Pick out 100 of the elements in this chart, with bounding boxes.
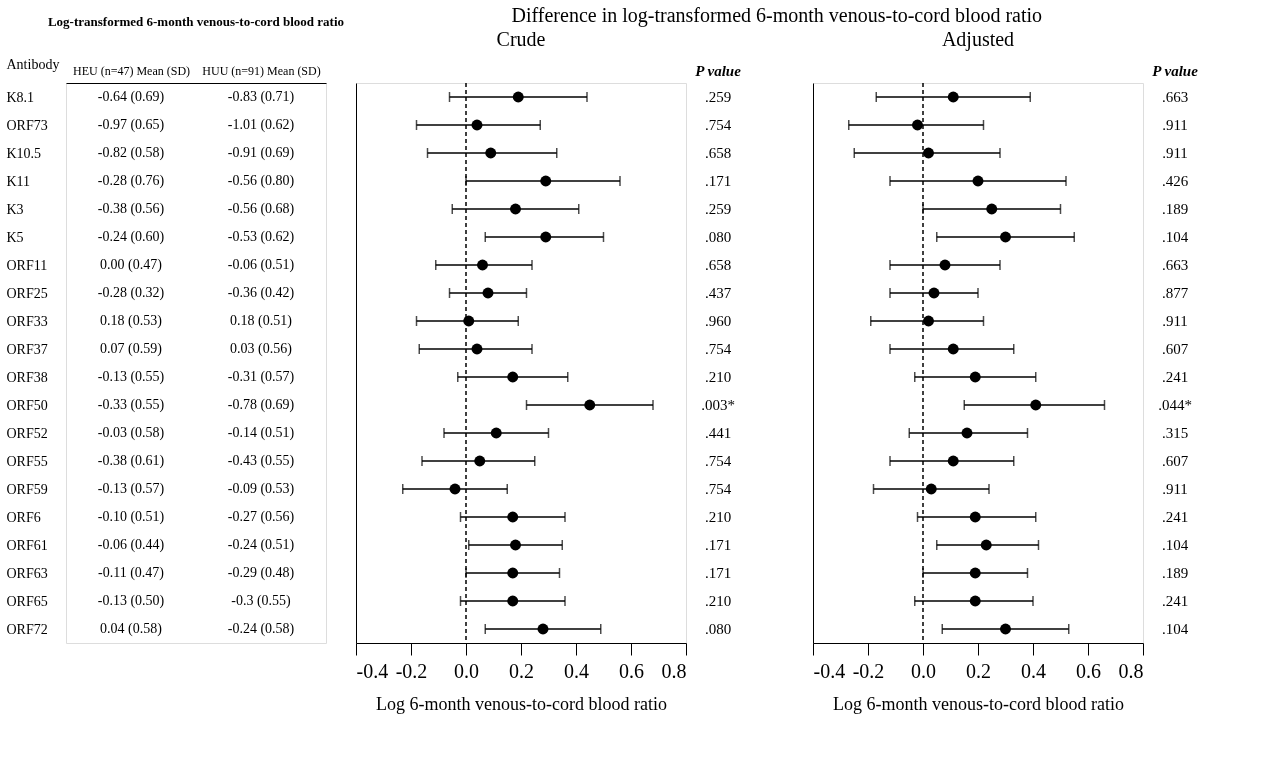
point <box>471 119 483 131</box>
text: .104 <box>1161 537 1189 553</box>
text: -0.43 (0.55) <box>227 453 295 468</box>
point <box>969 371 981 383</box>
point <box>969 595 981 607</box>
text: .911 <box>1162 145 1188 161</box>
point <box>980 539 992 551</box>
category-label: ORF55 <box>6 453 48 469</box>
text: 0.18 (0.53) <box>100 313 162 328</box>
text: -0.24 (0.60) <box>97 229 165 244</box>
text: -0.06 (0.51) <box>227 257 295 272</box>
text: .210 <box>704 593 732 609</box>
category-label: ORF38 <box>6 369 48 385</box>
text: .911 <box>1162 313 1188 329</box>
x-tick-label: -0.2 <box>395 659 428 682</box>
text: .044* <box>1158 397 1192 413</box>
text: .754 <box>704 481 732 497</box>
text: -0.56 (0.80) <box>227 173 295 188</box>
text: .658 <box>704 145 732 161</box>
text: .003* <box>701 397 735 413</box>
category-label: ORF73 <box>6 117 48 133</box>
x-tick-label: 0.4 <box>1021 659 1046 682</box>
x-tick-label: 0.2 <box>966 659 991 682</box>
text: -0.13 (0.57) <box>97 481 165 496</box>
text: 0.03 (0.56) <box>230 341 292 356</box>
point <box>507 511 519 523</box>
text: .911 <box>1162 481 1188 497</box>
point <box>482 287 494 299</box>
category-label: ORF6 <box>6 509 41 525</box>
x-tick-label: 0.0 <box>911 659 936 682</box>
text: .607 <box>1161 453 1189 469</box>
category-label: ORF25 <box>6 285 48 301</box>
text: .104 <box>1161 229 1189 245</box>
category-label: ORF61 <box>6 537 48 553</box>
point <box>923 147 934 159</box>
text: -0.10 (0.51) <box>97 509 165 524</box>
point <box>969 567 981 579</box>
point <box>507 567 519 579</box>
text: -0.3 (0.55) <box>231 593 291 608</box>
category-label: ORF33 <box>6 313 48 329</box>
text: -0.13 (0.55) <box>97 369 165 384</box>
point <box>512 91 524 103</box>
x-tick-label: -0.4 <box>356 659 389 682</box>
text: .315 <box>1161 425 1189 441</box>
point <box>972 175 984 187</box>
text: -0.38 (0.56) <box>97 201 165 216</box>
text: 0.04 (0.58) <box>100 621 162 636</box>
x-tick-label: 0.6 <box>619 659 644 682</box>
point <box>540 175 552 187</box>
text: -0.78 (0.69) <box>227 397 295 412</box>
text: -0.82 (0.58) <box>97 145 165 160</box>
text: -0.06 (0.44) <box>97 537 165 552</box>
category-label: ORF59 <box>6 481 48 497</box>
text: .754 <box>704 453 732 469</box>
x-tick-label: -0.2 <box>852 659 885 682</box>
text: .241 <box>1161 369 1189 385</box>
text: -0.09 (0.53) <box>227 481 295 496</box>
text: 0.07 (0.59) <box>100 341 162 356</box>
point <box>540 231 552 243</box>
text: -0.24 (0.51) <box>227 537 295 552</box>
point <box>507 371 519 383</box>
point <box>1000 231 1011 243</box>
text: .754 <box>704 117 732 133</box>
text: Difference in log-transformed 6-month venous-to-cord blood ratio <box>511 3 1043 27</box>
text: -0.53 (0.62) <box>227 229 295 244</box>
point <box>986 203 998 215</box>
point <box>928 287 940 299</box>
text: -1.01 (0.62) <box>227 117 295 132</box>
x-tick-label: 0.4 <box>564 659 589 682</box>
point <box>510 203 521 215</box>
text: -0.31 (0.57) <box>227 369 295 384</box>
text: .658 <box>704 257 732 273</box>
category-label: ORF63 <box>6 565 48 581</box>
text: .877 <box>1161 285 1189 301</box>
text: -0.11 (0.47) <box>98 565 164 580</box>
category-label: ORF11 <box>6 257 48 273</box>
point <box>961 427 973 439</box>
text: P value <box>695 63 742 79</box>
text: -0.14 (0.51) <box>227 425 295 440</box>
point <box>947 455 959 467</box>
text: .259 <box>704 89 732 105</box>
text: .754 <box>704 341 732 357</box>
text: -0.13 (0.50) <box>97 593 165 608</box>
category-label: K3 <box>6 201 24 217</box>
category-label: ORF65 <box>6 593 48 609</box>
text: -0.03 (0.58) <box>97 425 165 440</box>
text: .210 <box>704 509 732 525</box>
point <box>1030 399 1042 411</box>
x-axis-title: Log 6-month venous-to-cord blood ratio <box>376 693 667 714</box>
point <box>477 259 488 271</box>
text: -0.24 (0.58) <box>227 621 295 636</box>
text: .241 <box>1161 509 1189 525</box>
category-label: HEU (n=47) Mean (SD) <box>72 63 191 78</box>
text: -0.27 (0.56) <box>227 509 295 524</box>
text: Log-transformed 6-month venous-to-cord blood ratio <box>47 14 345 29</box>
x-tick-label: 0.8 <box>1118 659 1144 682</box>
text: .437 <box>704 285 732 301</box>
text: .171 <box>704 537 732 553</box>
point <box>510 539 521 551</box>
text: .104 <box>1161 621 1189 637</box>
